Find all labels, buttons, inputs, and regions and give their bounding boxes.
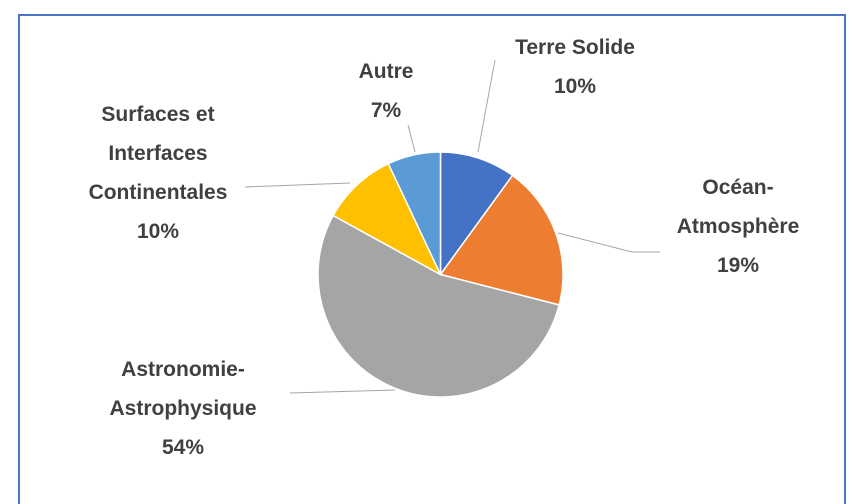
- category-label: Surfaces et Interfaces Continentales: [88, 103, 228, 204]
- value-label: 19%: [716, 254, 760, 277]
- pie-slice: [439, 151, 514, 277]
- category-label: Astronomie-Astrophysique: [109, 358, 257, 420]
- leader-line: [477, 59, 496, 153]
- category-label: Terre Solide: [515, 36, 635, 59]
- data-label: Terre Solide 10%: [475, 28, 675, 106]
- leader-line: [244, 182, 351, 188]
- value-label: 10%: [136, 220, 180, 243]
- leader-line: [407, 124, 416, 153]
- category-label: Océan-Atmosphère: [676, 176, 800, 238]
- data-label: Océan-Atmosphère 19%: [658, 168, 818, 285]
- page: {"chart_data": {"type": "pie", "categori…: [18, 14, 846, 504]
- data-label: Autre 7%: [326, 52, 446, 130]
- chart: [244, 59, 660, 398]
- leader-line: [557, 232, 660, 253]
- pie-slice: [387, 151, 442, 275]
- pie-slice: [439, 174, 564, 306]
- chart-frame: [18, 14, 846, 504]
- data-label: Astronomie-Astrophysique 54%: [83, 350, 283, 467]
- pie-slice: [317, 214, 561, 398]
- pie-slice: [332, 162, 443, 277]
- value-label: 54%: [161, 436, 205, 459]
- category-label: Autre: [358, 60, 414, 83]
- value-label: 10%: [553, 75, 597, 98]
- data-label: Surfaces et Interfaces Continentales 10%: [63, 95, 253, 251]
- leader-line: [289, 389, 396, 394]
- value-label: 7%: [370, 99, 402, 122]
